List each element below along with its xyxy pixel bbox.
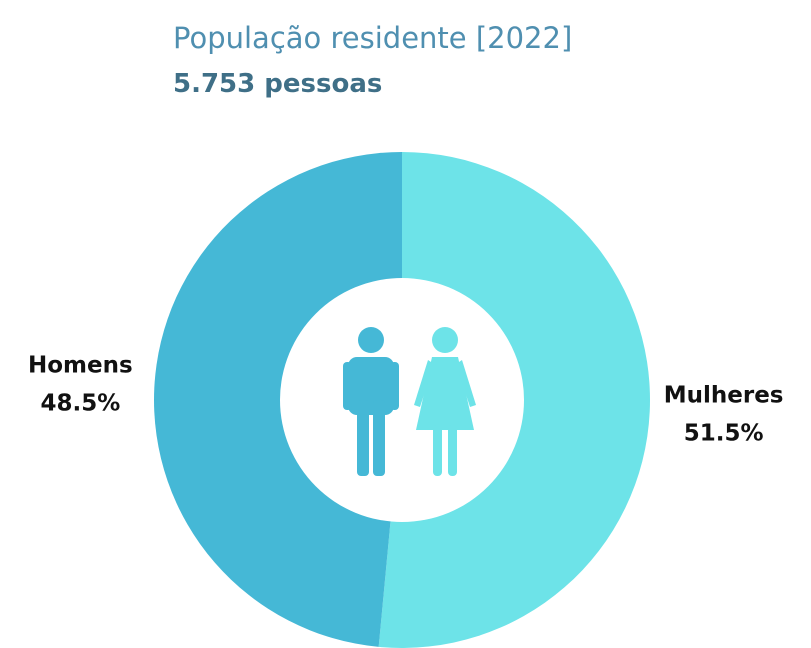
slice-value-label: 51.5% [684, 421, 764, 447]
slice-category-label: Homens [28, 352, 133, 378]
chart-subtitle: 5.753 pessoas [173, 69, 382, 99]
slice-category-label: Mulheres [664, 383, 784, 409]
donut-hole [280, 278, 524, 522]
slice-value-label: 48.5% [40, 390, 120, 416]
man-icon [343, 327, 399, 476]
slice [154, 152, 402, 647]
woman-icon [414, 327, 476, 476]
chart-title: População residente [2022] [173, 21, 572, 55]
